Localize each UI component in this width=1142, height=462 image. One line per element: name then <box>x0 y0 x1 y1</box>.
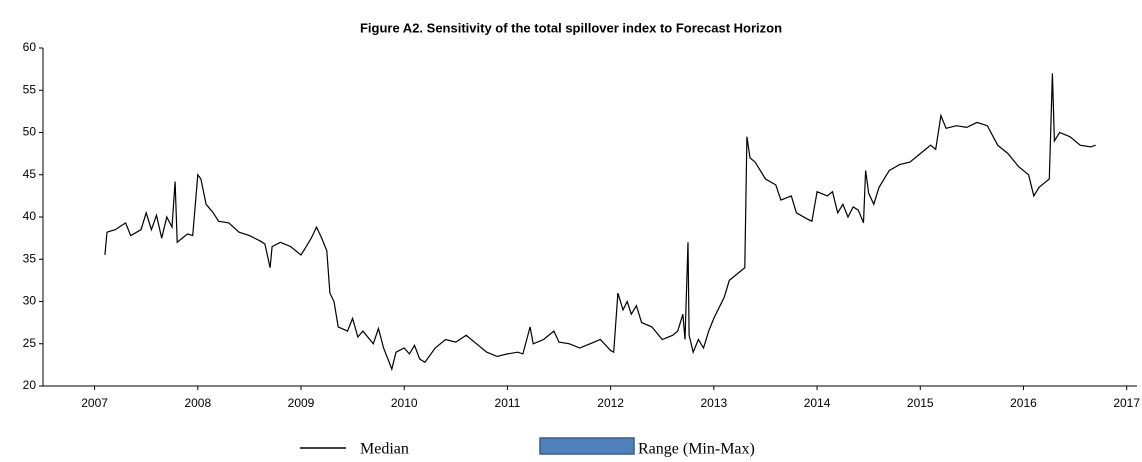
x-tick-label: 2009 <box>288 396 315 410</box>
y-tick-label: 20 <box>23 378 37 392</box>
x-tick-label: 2010 <box>391 396 418 410</box>
y-tick-label: 55 <box>23 82 37 96</box>
x-tick-label: 2017 <box>1113 396 1140 410</box>
y-tick-label: 35 <box>23 251 37 265</box>
x-tick-label: 2013 <box>700 396 727 410</box>
y-tick-label: 50 <box>23 125 37 139</box>
y-tick-label: 60 <box>23 40 37 54</box>
x-tick-label: 2007 <box>81 396 108 410</box>
legend-label: Median <box>360 441 409 458</box>
line-series <box>104 73 1096 372</box>
x-tick-label: 2014 <box>804 396 831 410</box>
legend-label: Range (Min-Max) <box>638 441 755 458</box>
x-tick-label: 2008 <box>184 396 211 410</box>
y-tick-label: 40 <box>23 209 37 223</box>
y-tick-label: 45 <box>23 167 37 181</box>
y-tick-label: 25 <box>23 336 37 350</box>
x-tick-label: 2011 <box>495 396 521 410</box>
x-tick-label: 2016 <box>1010 396 1037 410</box>
x-tick-label: 2015 <box>907 396 934 410</box>
legend-swatch <box>539 437 635 455</box>
x-tick-label: 2012 <box>597 396 624 410</box>
chart-title: Figure A2. Sensitivity of the total spil… <box>360 20 782 35</box>
y-tick-label: 30 <box>23 294 37 308</box>
